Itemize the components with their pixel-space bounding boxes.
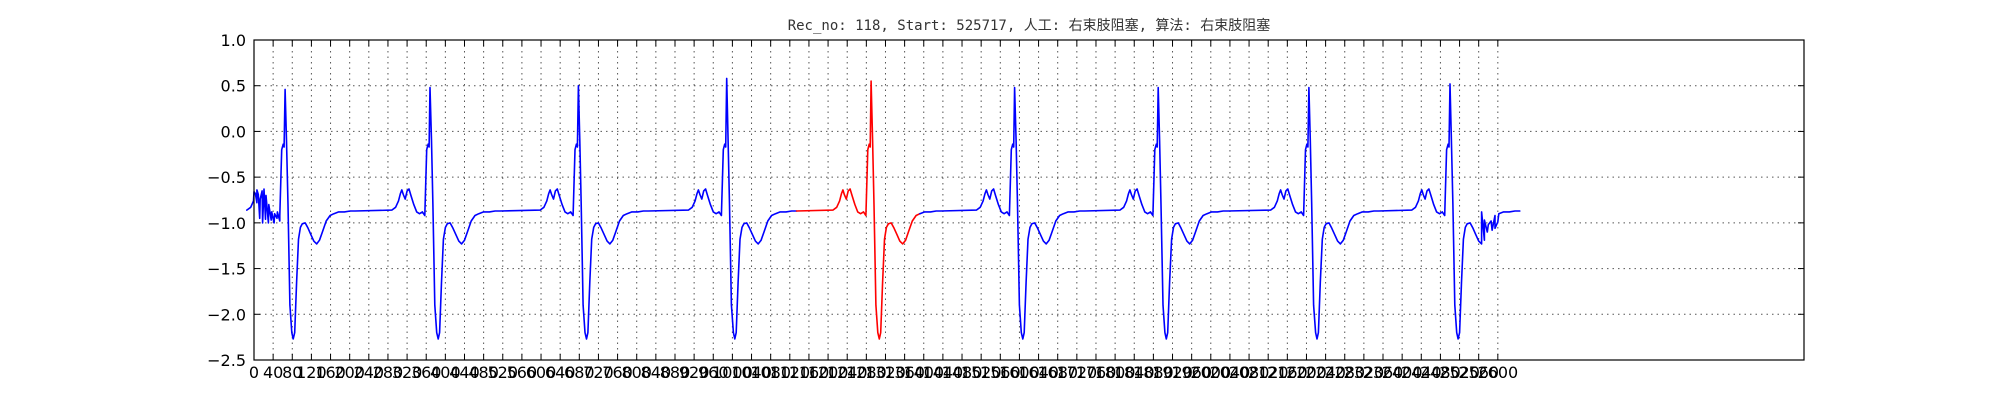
x-tick-label: 2240	[1305, 363, 1346, 382]
x-tick-label: 960	[698, 363, 729, 382]
x-tick-label: 1760	[1076, 363, 1117, 382]
ecg-traces	[246, 77, 1521, 340]
x-tick-label: 2480	[1420, 363, 1461, 382]
x-tick-label: 760	[602, 363, 633, 382]
x-tick-label: 800	[621, 363, 652, 382]
x-tick-label: 0	[249, 363, 259, 382]
x-axis: 0 408012016020024028032036040044048052056…	[249, 40, 1518, 382]
x-tick-label: 1440	[923, 363, 964, 382]
x-tick-label: 280	[373, 363, 404, 382]
y-tick-label: −2.5	[207, 351, 246, 370]
y-tick-label: −0.5	[207, 168, 246, 187]
x-tick-label: 360	[411, 363, 442, 382]
x-tick-label: 1080	[750, 363, 791, 382]
x-tick-label: 2280	[1324, 363, 1365, 382]
plot-frame	[253, 39, 1805, 361]
x-tick-label: 1480	[942, 363, 983, 382]
x-tick-label: 1600	[999, 363, 1040, 382]
x-tick-label: 1880	[1133, 363, 1174, 382]
x-tick-label: 600	[526, 363, 557, 382]
x-tick-label: 1960	[1171, 363, 1212, 382]
grid-lines	[254, 40, 1804, 360]
x-tick-label: 400	[430, 363, 461, 382]
x-tick-label: 1680	[1037, 363, 1078, 382]
x-tick-label: 2360	[1363, 363, 1404, 382]
x-tick-label: 1040	[731, 363, 772, 382]
x-tick-label: 160	[315, 363, 346, 382]
x-tick-label: 2080	[1229, 363, 1270, 382]
x-tick-label: 80	[282, 363, 302, 382]
x-tick-label: 2520	[1439, 363, 1480, 382]
ecg-trace	[919, 83, 1521, 340]
x-tick-label: 840	[641, 363, 672, 382]
y-tick-label: 0.5	[221, 77, 246, 96]
x-tick-label: 1280	[846, 363, 887, 382]
y-axis: 1.0 0.5 0.0 −0.5 −1.0 −1.5 −2.0 −2.5	[207, 31, 1804, 370]
x-tick-label: 1560	[980, 363, 1021, 382]
x-tick-label: 2040	[1210, 363, 1251, 382]
x-tick-label: 2600	[1477, 363, 1518, 382]
x-tick-label: 440	[449, 363, 480, 382]
x-tick-label: 1840	[1114, 363, 1155, 382]
x-tick-label: 1360	[884, 363, 925, 382]
x-tick-label: 40	[263, 363, 283, 382]
x-tick-label: 2160	[1267, 363, 1308, 382]
x-tick-label: 1400	[903, 363, 944, 382]
x-tick-label: 1320	[865, 363, 906, 382]
x-tick-label: 1200	[808, 363, 849, 382]
x-tick-label: 2440	[1401, 363, 1442, 382]
x-tick-label: 1640	[1018, 363, 1059, 382]
x-tick-label: 240	[354, 363, 385, 382]
x-tick-label: 560	[507, 363, 538, 382]
x-tick-label: 640	[545, 363, 576, 382]
x-tick-label: 1920	[1152, 363, 1193, 382]
x-tick-label: 2320	[1344, 363, 1385, 382]
y-tick-label: −1.5	[207, 260, 246, 279]
x-tick-label: 2000	[1190, 363, 1231, 382]
x-tick-label: 480	[468, 363, 499, 382]
y-tick-label: 0.0	[221, 122, 246, 141]
x-tick-label: 320	[392, 363, 423, 382]
x-tick-label: 1720	[1056, 363, 1097, 382]
x-tick-label: 520	[487, 363, 518, 382]
y-tick-label: 1.0	[221, 31, 246, 50]
x-tick-label: 2400	[1382, 363, 1423, 382]
x-tick-label: 1240	[827, 363, 868, 382]
chart-title: Rec_no: 118, Start: 525717, 人工: 右束肢阻塞, 算…	[788, 17, 1271, 34]
y-tick-label: −2.0	[207, 305, 246, 324]
x-tick-label: 720	[583, 363, 614, 382]
x-tick-label: 2200	[1286, 363, 1327, 382]
x-tick-label: 880	[660, 363, 691, 382]
x-tick-label: 120	[296, 363, 327, 382]
x-tick-label: 1800	[1095, 363, 1136, 382]
x-tick-label: 1120	[769, 363, 810, 382]
ecg-trace-highlighted	[795, 80, 921, 340]
x-tick-label: 680	[564, 363, 595, 382]
x-tick-label: 1000	[712, 363, 753, 382]
y-tick-label: −1.0	[207, 214, 246, 233]
x-tick-label: 1160	[789, 363, 830, 382]
x-tick-label: 200	[334, 363, 365, 382]
ecg-trace	[246, 77, 798, 340]
x-tick-label: 2120	[1248, 363, 1289, 382]
x-tick-label: 2560	[1458, 363, 1499, 382]
x-tick-label: 920	[679, 363, 710, 382]
x-tick-label: 1520	[961, 363, 1002, 382]
